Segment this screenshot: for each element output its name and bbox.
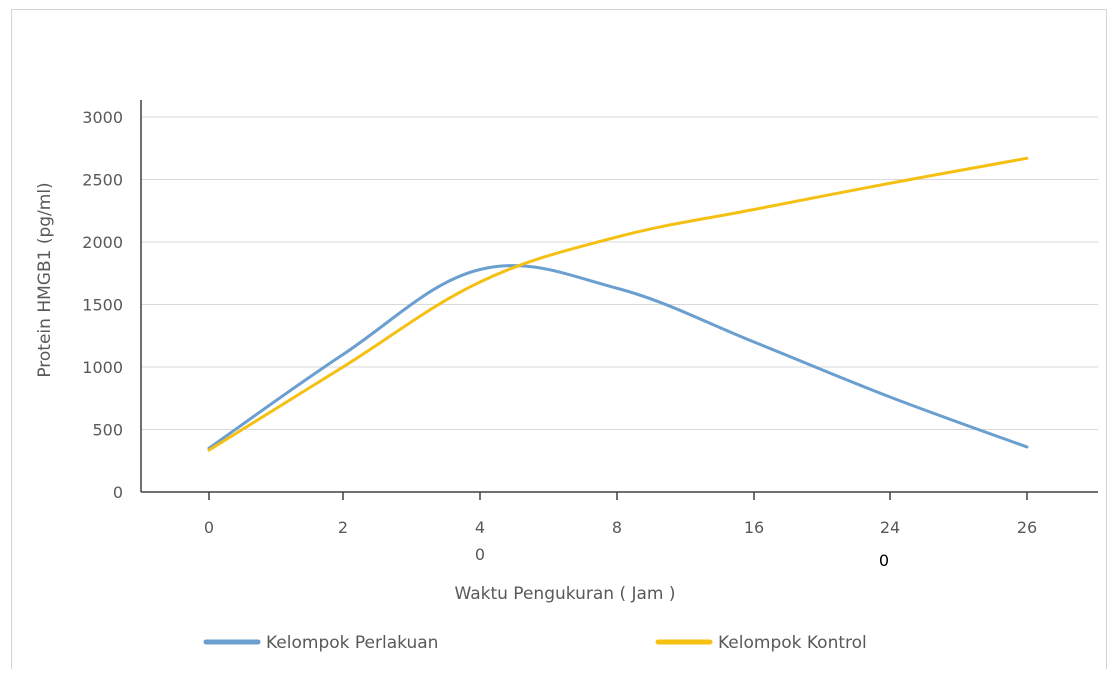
y-tick-label: 3000 <box>82 108 123 127</box>
series-lines <box>207 156 1029 452</box>
x-tick-label: 8 <box>612 518 622 537</box>
x-tick-label: 0 <box>204 518 214 537</box>
y-tick-label: 2500 <box>82 171 123 190</box>
y-tick-label: 0 <box>113 483 123 502</box>
x-tick-label: 4 <box>475 518 485 537</box>
x-tick-label: 26 <box>1017 518 1037 537</box>
y-tick-labels: 0 500 1000 1500 2000 2500 3000 <box>82 108 123 502</box>
series-line-kontrol <box>207 156 1029 452</box>
chart-frame <box>11 9 1107 669</box>
y-tick-label: 2000 <box>82 233 123 252</box>
y-tick-label: 1500 <box>82 296 123 315</box>
y-axis-title: Protein HMGB1 (pg/ml) <box>35 182 55 377</box>
y-tick-label: 500 <box>92 421 123 440</box>
x-tick-labels: 0 2 4 8 16 24 260 0 <box>204 518 1037 570</box>
axes <box>140 100 1098 500</box>
x-tick-label: 16 <box>744 518 764 537</box>
x-tick-label: 2 <box>338 518 348 537</box>
y-tick-label: 1000 <box>82 358 123 377</box>
series-line-perlakuan <box>207 264 1029 450</box>
gridlines <box>141 116 1098 430</box>
legend-label: Kelompok Perlakuan <box>266 633 438 653</box>
x-extra-label: 0 <box>475 545 485 564</box>
legend: Kelompok Perlakuan Kelompok Kontrol <box>203 633 867 653</box>
x-axis-title: Waktu Pengukuran ( Jam ) <box>454 584 675 604</box>
legend-label: Kelompok Kontrol <box>718 633 867 653</box>
x-tick-label: 24 <box>880 518 900 537</box>
x-extra-label: 0 <box>879 551 889 570</box>
